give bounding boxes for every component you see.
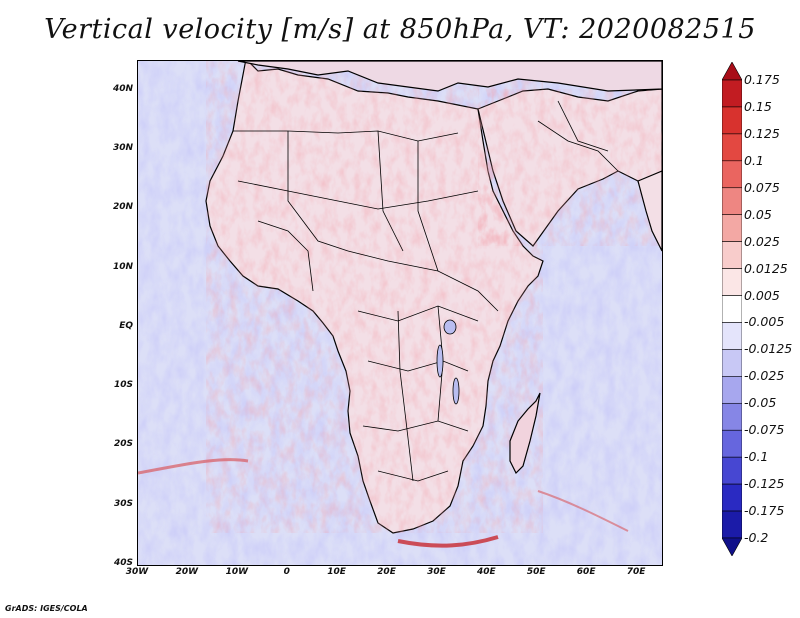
lon-tick-label: 50E: [526, 567, 546, 577]
colorbar-label: 0.025: [744, 233, 780, 249]
colorbar-swatch: [722, 214, 742, 242]
colorbar-swatch: [722, 537, 742, 556]
southern-jet: [138, 458, 249, 475]
southern-jet-2: [397, 535, 499, 548]
colorbar-label: 0.05: [744, 206, 772, 222]
colorbar-swatch: [722, 349, 742, 377]
madagascar: [509, 392, 541, 475]
lat-tick-label: 30N: [112, 142, 133, 153]
colorbar-label: 0.0125: [744, 260, 788, 276]
colorbar-label: -0.1: [744, 449, 769, 465]
credit-text: GrADS: IGES/COLA: [5, 604, 88, 613]
colorbar-swatch: [722, 402, 742, 431]
colorbar-label: -0.2: [744, 530, 769, 545]
colorbar-swatch: [722, 241, 742, 269]
colorbar-label: -0.0125: [744, 341, 793, 357]
lat-tick-label: 40N: [112, 83, 133, 94]
colorbar-swatch: [722, 106, 742, 135]
lon-tick-label: 70E: [626, 567, 646, 577]
lakes: [436, 319, 460, 405]
lon-tick-label: 10W: [225, 567, 249, 577]
map-title: Vertical velocity [m/s] at 850hPa, VT: 2…: [44, 14, 756, 45]
colorbar-swatch: [722, 429, 742, 458]
lon-tick-label: 40E: [476, 567, 496, 577]
colorbar-swatch: [722, 187, 742, 216]
map-panel: [137, 60, 663, 566]
colorbar-label: 0.15: [744, 98, 772, 114]
colorbar-label: -0.175: [744, 503, 785, 519]
lon-tick-label: 20E: [377, 567, 396, 577]
colorbar-swatch: [722, 322, 742, 350]
colorbar-label: 0.005: [744, 287, 780, 303]
lat-tick-label: 40S: [113, 558, 133, 568]
colorbar-label: -0.05: [744, 395, 777, 411]
lat-tick-label: 10S: [113, 380, 133, 391]
colorbar-swatch: [722, 483, 742, 512]
lat-tick-label: 20N: [112, 202, 133, 213]
map-svg: [138, 61, 662, 565]
colorbar-swatch: [722, 62, 742, 81]
india-landmass: [637, 170, 662, 252]
europe-landmass: [237, 61, 662, 92]
colorbar-swatch: [722, 510, 742, 539]
colorbar-swatch: [722, 268, 742, 296]
colorbar-swatch: [722, 160, 742, 189]
lat-tick-label: 30S: [113, 498, 133, 509]
lon-tick-label: 60E: [576, 567, 596, 577]
colorbar-swatch: [722, 79, 742, 108]
lon-tick-label: 10E: [327, 567, 346, 577]
colorbar-label: 0.1: [744, 152, 764, 168]
colorbar-swatch: [722, 133, 742, 162]
colorbar-label: -0.005: [744, 314, 785, 330]
arabia-texture: [478, 89, 662, 246]
lon-tick-label: 0: [283, 567, 290, 577]
colorbar-label: -0.125: [744, 476, 785, 492]
colorbar-label: -0.025: [744, 368, 785, 384]
lon-tick-label: 30W: [125, 567, 149, 577]
colorbar-swatch: [722, 376, 742, 404]
southern-jet-3: [537, 490, 629, 532]
lat-tick-label: 10N: [112, 261, 133, 272]
lat-tick-label: EQ: [119, 320, 133, 331]
colorbar: [722, 62, 742, 556]
colorbar-swatch: [722, 456, 742, 485]
colorbar-label: 0.175: [744, 72, 780, 87]
colorbar-swatch: [722, 295, 742, 323]
colorbar-label: 0.075: [744, 179, 780, 195]
lat-tick-label: 20S: [113, 439, 133, 450]
lon-tick-label: 20W: [175, 567, 199, 577]
country-borders: [233, 100, 619, 482]
africa-texture: [206, 61, 543, 533]
colorbar-label: -0.075: [744, 422, 785, 438]
colorbar-label: 0.125: [744, 125, 780, 141]
lon-tick-label: 30E: [427, 567, 446, 577]
